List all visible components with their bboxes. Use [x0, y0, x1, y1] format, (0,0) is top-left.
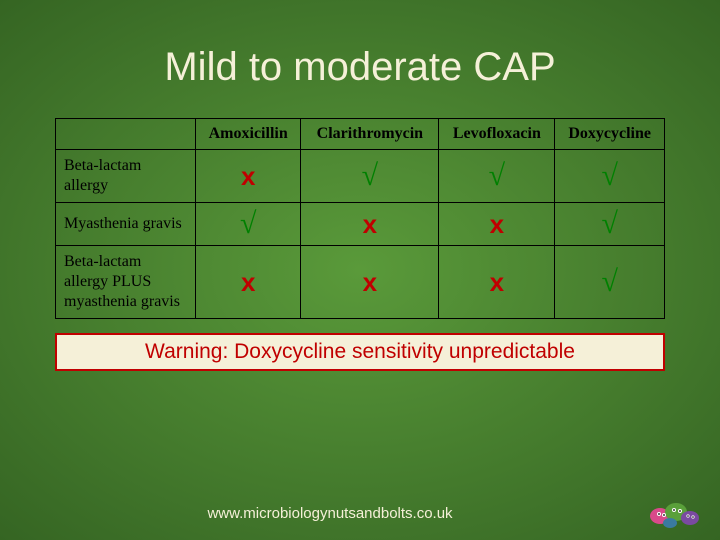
- warning-box: Warning: Doxycycline sensitivity unpredi…: [55, 333, 665, 371]
- row-header: Myasthenia gravis: [56, 203, 196, 246]
- slide-title: Mild to moderate CAP: [55, 45, 665, 90]
- footer-url: www.microbiologynutsandbolts.co.uk: [0, 505, 720, 522]
- cell-x: x: [439, 246, 555, 319]
- table-row: Beta-lactam allergy x √ √ √: [56, 150, 665, 203]
- cell-x: x: [301, 203, 439, 246]
- cell-check: √: [555, 150, 665, 203]
- cell-x: x: [301, 246, 439, 319]
- row-header: Beta-lactam allergy PLUS myasthenia grav…: [56, 246, 196, 319]
- cell-check: √: [301, 150, 439, 203]
- cell-x: x: [196, 150, 301, 203]
- antibiotic-table: Amoxicillin Clarithromycin Levofloxacin …: [55, 118, 665, 319]
- warning-text: Warning: Doxycycline sensitivity unpredi…: [145, 340, 575, 363]
- table-header-row: Amoxicillin Clarithromycin Levofloxacin …: [56, 119, 665, 150]
- microbes-logo-icon: [646, 490, 706, 532]
- cell-check: √: [555, 246, 665, 319]
- cell-x: x: [196, 246, 301, 319]
- table-row: Myasthenia gravis √ x x √: [56, 203, 665, 246]
- cell-check: √: [196, 203, 301, 246]
- slide: Mild to moderate CAP Amoxicillin Clarith…: [0, 0, 720, 540]
- cell-x: x: [439, 203, 555, 246]
- col-header: Amoxicillin: [196, 119, 301, 150]
- col-header: Doxycycline: [555, 119, 665, 150]
- cell-check: √: [555, 203, 665, 246]
- row-header: Beta-lactam allergy: [56, 150, 196, 203]
- header-empty-corner: [56, 119, 196, 150]
- col-header: Levofloxacin: [439, 119, 555, 150]
- table-row: Beta-lactam allergy PLUS myasthenia grav…: [56, 246, 665, 319]
- col-header: Clarithromycin: [301, 119, 439, 150]
- cell-check: √: [439, 150, 555, 203]
